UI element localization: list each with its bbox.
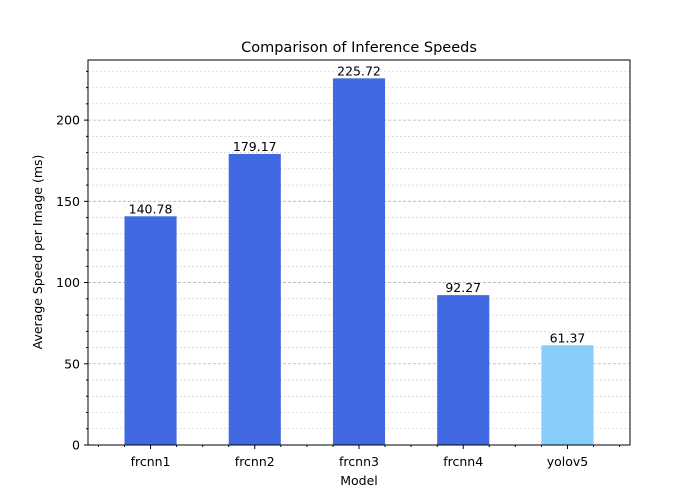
bar-frcnn1 (124, 216, 177, 445)
x-axis-label: Model (340, 473, 378, 488)
bars-layer (124, 78, 594, 446)
x-tick-label: frcnn1 (131, 454, 171, 469)
x-tick-label: frcnn4 (443, 454, 483, 469)
y-axis-label: Average Speed per Image (ms) (30, 155, 45, 350)
bar-value-label: 92.27 (445, 280, 481, 295)
x-tick-label: yolov5 (547, 454, 589, 469)
bar-value-label: 179.17 (233, 139, 277, 154)
bar-frcnn2 (228, 153, 281, 446)
bar-value-label: 225.72 (337, 63, 381, 78)
y-axis-ticks: 0 50 100 150 200 (56, 70, 88, 453)
bar-yolov5 (541, 345, 594, 445)
y-tick-label: 150 (56, 194, 80, 209)
bar-frcnn3 (332, 78, 386, 446)
chart-title: Comparison of Inference Speeds (241, 40, 477, 56)
bar-value-label: 140.78 (129, 201, 173, 216)
y-tick-label: 200 (56, 113, 80, 128)
y-tick-label: 50 (64, 356, 80, 371)
bar-frcnn4 (437, 295, 490, 445)
x-tick-label: frcnn3 (339, 454, 379, 469)
y-tick-label: 0 (72, 438, 80, 453)
x-tick-label: frcnn2 (235, 454, 275, 469)
x-axis-ticks: frcnn1 frcnn2 frcnn3 frcnn4 yolov5 (97, 445, 621, 469)
bar-value-label: 61.37 (550, 330, 586, 345)
value-labels-layer: 140.78 179.17 225.72 92.27 61.37 (129, 63, 586, 345)
y-tick-label: 100 (56, 275, 80, 290)
